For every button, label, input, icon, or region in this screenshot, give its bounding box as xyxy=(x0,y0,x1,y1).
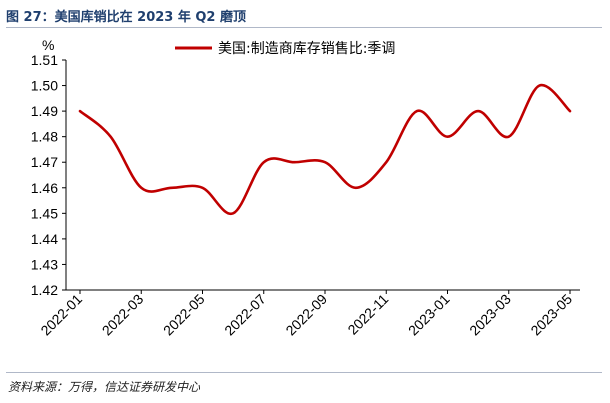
data-point xyxy=(323,160,327,164)
data-point xyxy=(262,160,266,164)
y-tick-label: 1.46 xyxy=(31,180,58,196)
y-tick-label: 1.43 xyxy=(31,256,58,272)
source-note: 资料来源：万得，信达证券研发中心 xyxy=(8,380,201,394)
data-point xyxy=(231,211,235,215)
data-point xyxy=(384,160,388,164)
data-point xyxy=(292,160,296,164)
y-tick-label: 1.50 xyxy=(31,78,58,94)
source-divider xyxy=(6,372,602,373)
y-tick-label: 1.45 xyxy=(31,205,58,221)
x-tick-label: 2022-03 xyxy=(99,291,147,339)
x-tick-label: 2022-05 xyxy=(160,291,208,339)
data-point xyxy=(354,186,358,190)
data-point xyxy=(201,186,205,190)
title-divider xyxy=(6,27,602,28)
legend-label: 美国:制造商库存销售比:季调 xyxy=(218,41,395,57)
data-point xyxy=(415,109,419,113)
data-point xyxy=(568,109,572,113)
y-axis-unit-label: % xyxy=(42,37,54,53)
data-point xyxy=(476,109,480,113)
x-tick-label: 2022-09 xyxy=(282,291,330,339)
y-tick-label: 1.47 xyxy=(31,154,58,170)
x-tick-label: 2023-05 xyxy=(527,291,575,339)
plot-area xyxy=(78,83,572,215)
data-point xyxy=(507,135,511,139)
data-point xyxy=(446,135,450,139)
data-point xyxy=(170,186,174,190)
x-axis: 2022-01 2022-03 2022-05 2022-07 2022-09 2022-… xyxy=(37,289,580,339)
data-point xyxy=(537,84,541,88)
figure-title: 图 27：美国库销比在 2023 年 Q2 磨顶 xyxy=(6,10,246,25)
y-tick-label: 1.48 xyxy=(31,129,58,145)
data-point xyxy=(78,109,82,113)
y-tick-label: 1.44 xyxy=(31,231,58,247)
data-point xyxy=(139,186,143,190)
y-tick-label: 1.42 xyxy=(31,282,58,298)
series-line xyxy=(78,83,572,215)
x-tick-label: 2023-01 xyxy=(405,291,453,339)
data-point xyxy=(109,135,113,139)
x-tick-label: 2022-07 xyxy=(221,291,269,339)
legend: 美国:制造商库存销售比:季调 xyxy=(175,41,395,57)
y-tick-label: 1.49 xyxy=(31,103,58,119)
x-tick-label: 2023-03 xyxy=(466,291,514,339)
y-axis: 1.42 1.43 1.44 1.45 1.46 1.47 1.48 1.49 1.50 1.51 xyxy=(31,52,67,298)
x-tick-label: 2022-11 xyxy=(344,291,391,338)
y-tick-label: 1.51 xyxy=(31,52,58,68)
